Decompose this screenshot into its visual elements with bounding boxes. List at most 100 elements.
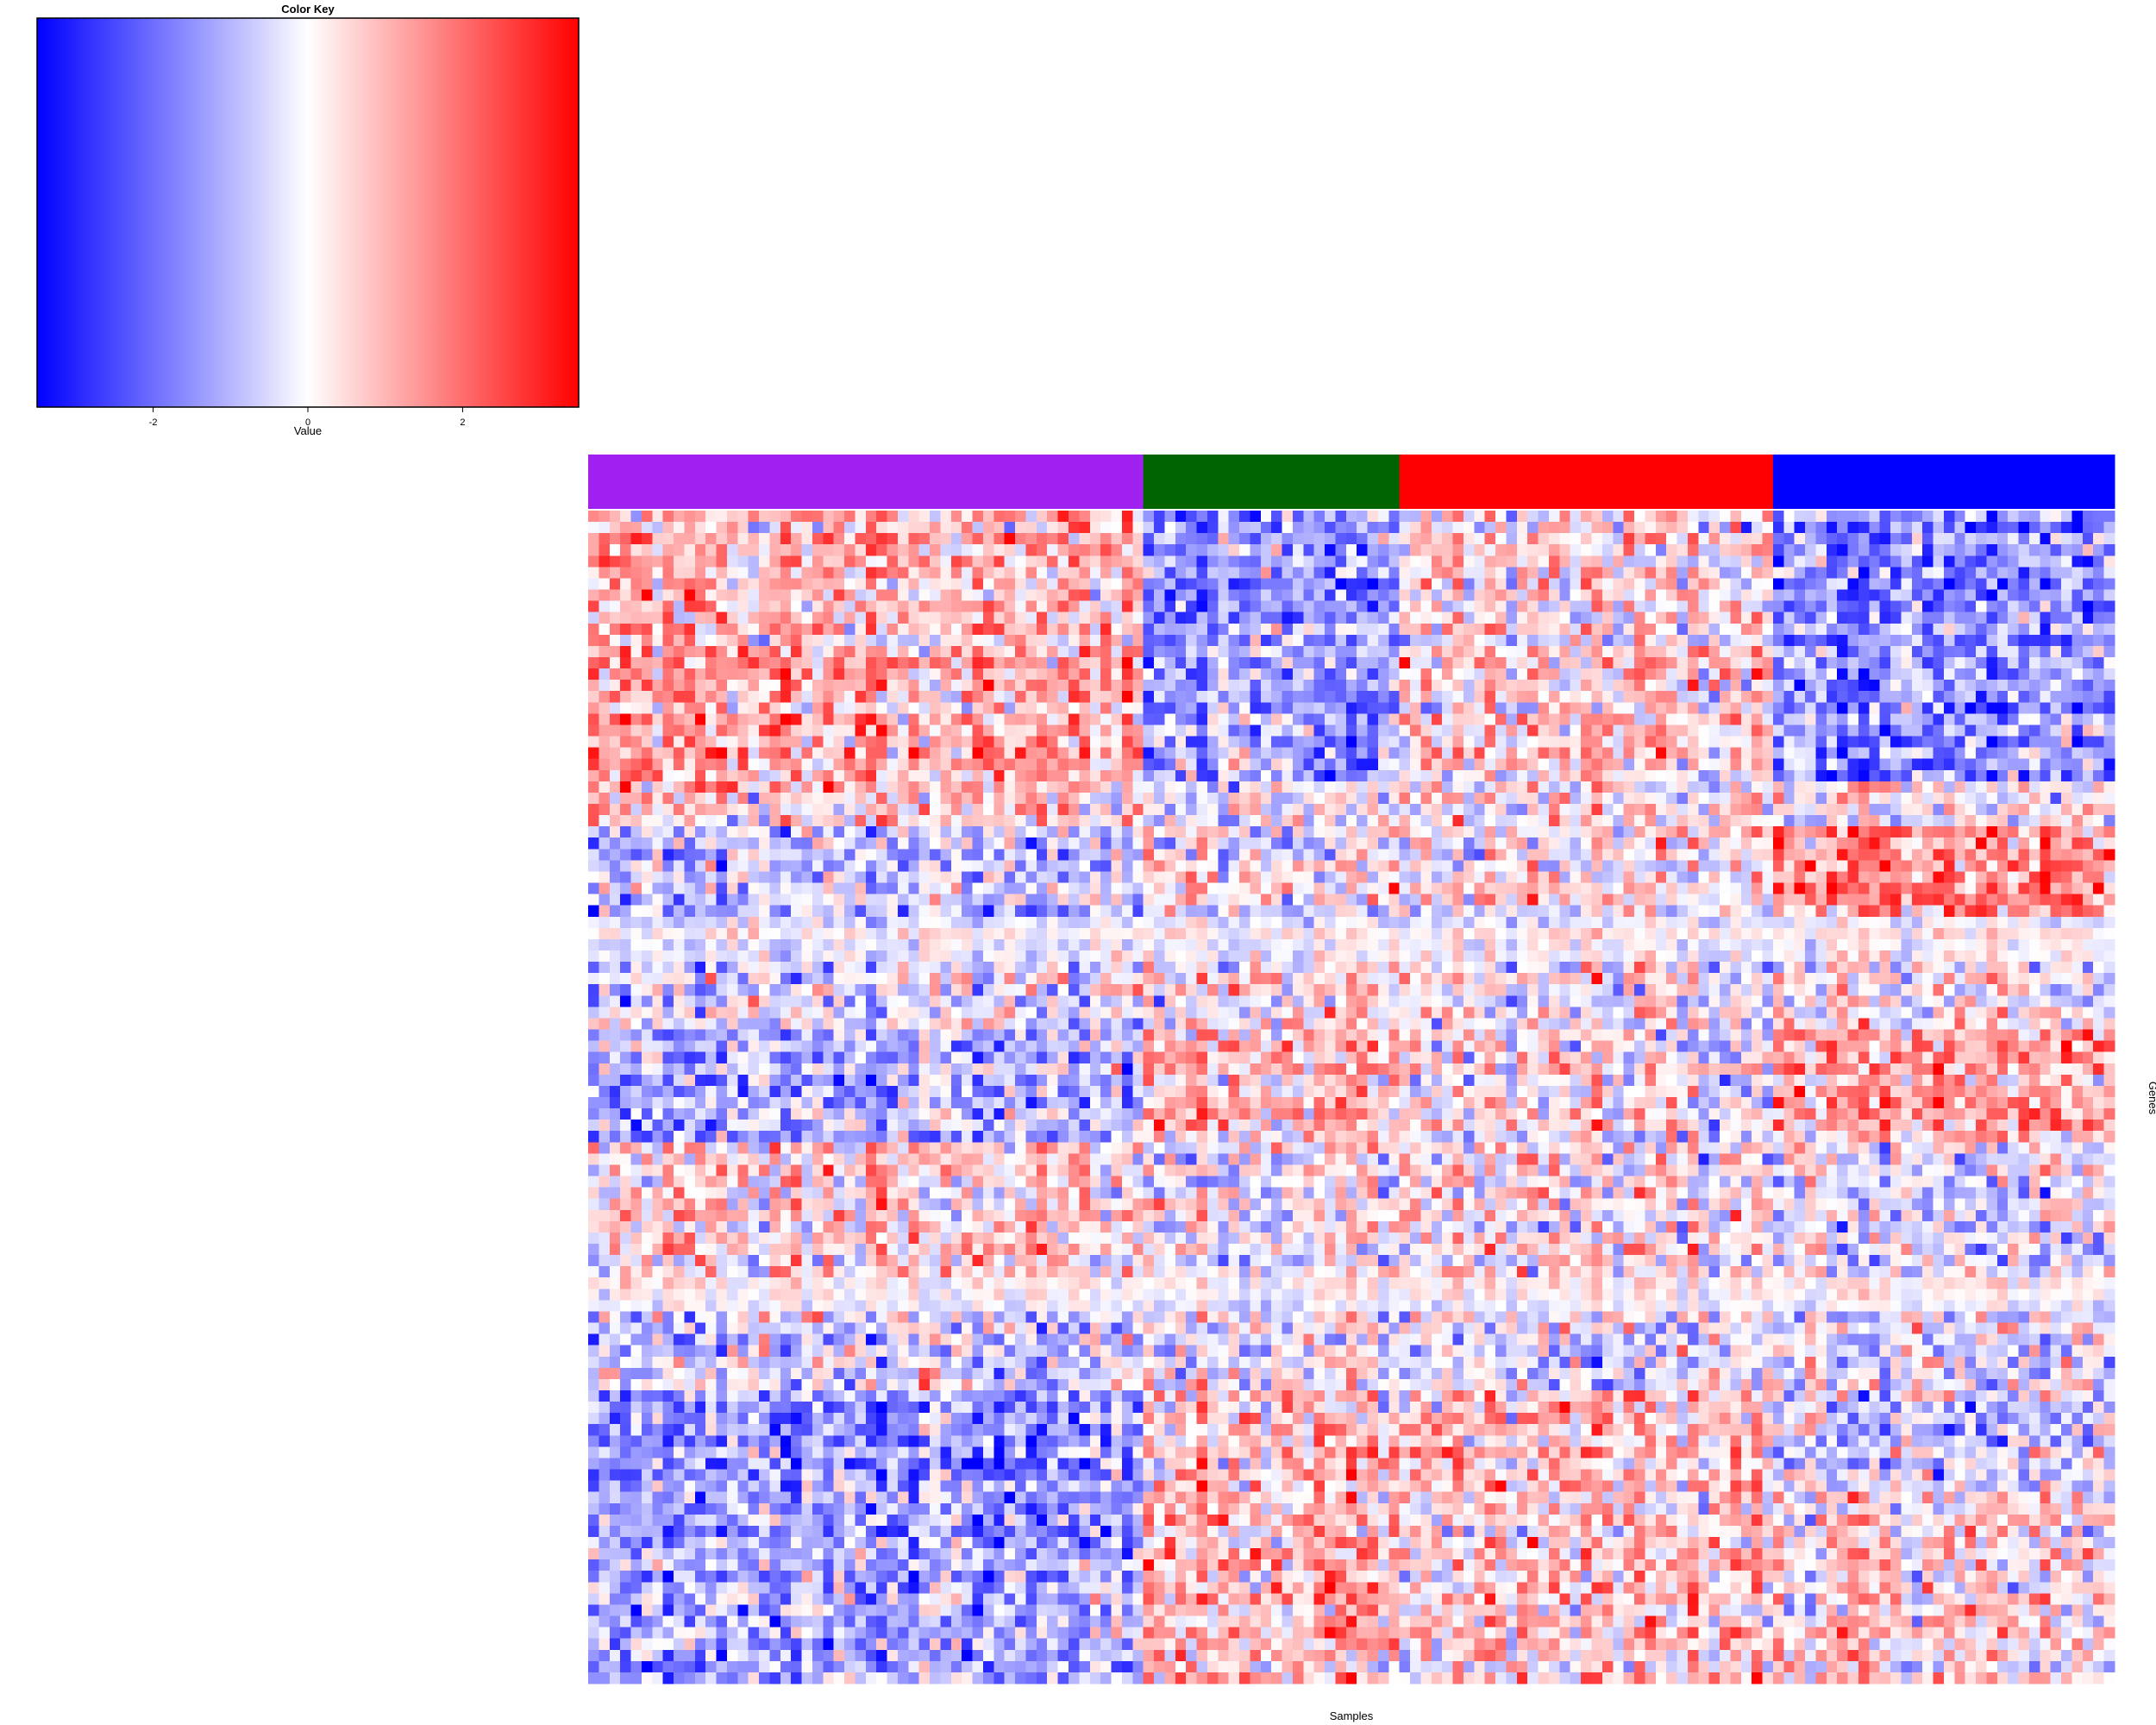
heatmap-cell — [1559, 634, 1571, 647]
heatmap-cell — [1954, 567, 1966, 580]
heatmap-cell — [588, 634, 599, 647]
heatmap-cell — [897, 578, 909, 591]
heatmap-cell — [1655, 815, 1667, 827]
heatmap-cell — [801, 837, 813, 850]
heatmap-cell — [855, 747, 867, 760]
heatmap-cell — [1687, 713, 1699, 726]
heatmap-cell — [1399, 792, 1411, 805]
heatmap-cell — [812, 600, 824, 613]
heatmap-cell — [652, 522, 664, 534]
heatmap-cell — [1752, 680, 1764, 692]
heatmap-cell — [737, 871, 749, 884]
heatmap-cell — [2040, 781, 2052, 794]
heatmap-cell — [1591, 600, 1603, 613]
heatmap-cell — [1495, 815, 1507, 827]
heatmap-cell — [1399, 871, 1411, 884]
heatmap-cell — [1687, 612, 1699, 624]
heatmap-cell — [982, 894, 994, 906]
heatmap-cell — [1708, 702, 1720, 714]
heatmap-cell — [962, 567, 974, 580]
heatmap-cell — [1847, 781, 1859, 794]
heatmap-cell — [1826, 567, 1838, 580]
heatmap-cell — [1645, 871, 1657, 884]
heatmap-cell — [1239, 792, 1251, 805]
heatmap-cell — [865, 826, 877, 838]
heatmap-cell — [599, 657, 611, 669]
heatmap-cell — [887, 623, 899, 636]
heatmap-cell — [1772, 747, 1784, 760]
heatmap-cell — [1581, 680, 1593, 692]
heatmap-cell — [1143, 882, 1155, 895]
heatmap-cell — [1847, 578, 1859, 591]
heatmap-cell — [1548, 578, 1560, 591]
heatmap-cell — [1154, 894, 1165, 906]
heatmap-cell — [1292, 657, 1304, 669]
heatmap-cell — [1815, 724, 1827, 737]
heatmap-cell — [726, 578, 738, 591]
heatmap-cell — [993, 837, 1006, 850]
heatmap-cell — [1847, 691, 1859, 703]
heatmap-cell — [1581, 623, 1593, 636]
heatmap-cell — [1879, 860, 1891, 873]
heatmap-cell — [930, 680, 942, 692]
heatmap-cell — [1345, 724, 1357, 737]
heatmap-cell — [694, 600, 706, 613]
heatmap-cell — [1708, 837, 1720, 850]
heatmap-cell — [759, 758, 771, 771]
heatmap-cell — [1004, 837, 1016, 850]
heatmap-cell — [2050, 691, 2062, 703]
heatmap-cell — [1570, 826, 1582, 838]
heatmap-cell — [1410, 612, 1422, 624]
heatmap-cell — [2061, 758, 2073, 771]
heatmap-cell — [620, 860, 632, 873]
heatmap-cell — [694, 804, 706, 816]
heatmap-cell — [801, 736, 813, 749]
heatmap-cell — [1783, 544, 1796, 556]
heatmap-cell — [1079, 668, 1091, 681]
heatmap-cell — [1111, 769, 1123, 782]
heatmap-cell — [1057, 657, 1069, 669]
heatmap-cell — [1484, 623, 1496, 636]
heatmap-cell — [865, 781, 877, 794]
heatmap-cell — [940, 544, 952, 556]
heatmap-cell — [1089, 702, 1101, 714]
heatmap-cell — [609, 860, 621, 873]
heatmap-cell — [1367, 837, 1379, 850]
heatmap-cell — [844, 849, 856, 861]
heatmap-cell — [1036, 882, 1048, 895]
heatmap-cell — [1634, 522, 1645, 534]
heatmap-cell — [1666, 724, 1678, 737]
heatmap-cell — [1996, 769, 2009, 782]
heatmap-cell — [662, 657, 674, 669]
heatmap-cell — [1004, 882, 1016, 895]
heatmap-cell — [1068, 657, 1080, 669]
heatmap-cell — [1986, 623, 1998, 636]
heatmap-cell — [1559, 815, 1571, 827]
heatmap-cell — [1677, 713, 1689, 726]
heatmap-cell — [1708, 713, 1720, 726]
heatmap-cell — [1303, 871, 1315, 884]
heatmap-cell — [833, 567, 845, 580]
heatmap-cell — [844, 747, 856, 760]
heatmap-cell — [1004, 680, 1016, 692]
heatmap-cell — [2061, 511, 2073, 523]
heatmap-cell — [1420, 860, 1432, 873]
heatmap-cell — [1720, 680, 1732, 692]
heatmap-cell — [2018, 668, 2030, 681]
heatmap-cell — [1068, 758, 1080, 771]
heatmap-cell — [1762, 769, 1774, 782]
heatmap-cell — [2018, 589, 2030, 602]
heatmap-cell — [2061, 781, 2073, 794]
heatmap-cell — [1196, 533, 1208, 545]
heatmap-cell — [1720, 792, 1732, 805]
heatmap-cell — [1698, 747, 1710, 760]
heatmap-cell — [1004, 849, 1016, 861]
heatmap-cell — [748, 882, 760, 895]
heatmap-cell — [652, 769, 664, 782]
heatmap-cell — [1303, 668, 1315, 681]
heatmap-cell — [1325, 871, 1337, 884]
heatmap-cell — [1559, 804, 1571, 816]
heatmap-cell — [1228, 724, 1240, 737]
heatmap-cell — [769, 792, 781, 805]
heatmap-cell — [1911, 544, 1923, 556]
